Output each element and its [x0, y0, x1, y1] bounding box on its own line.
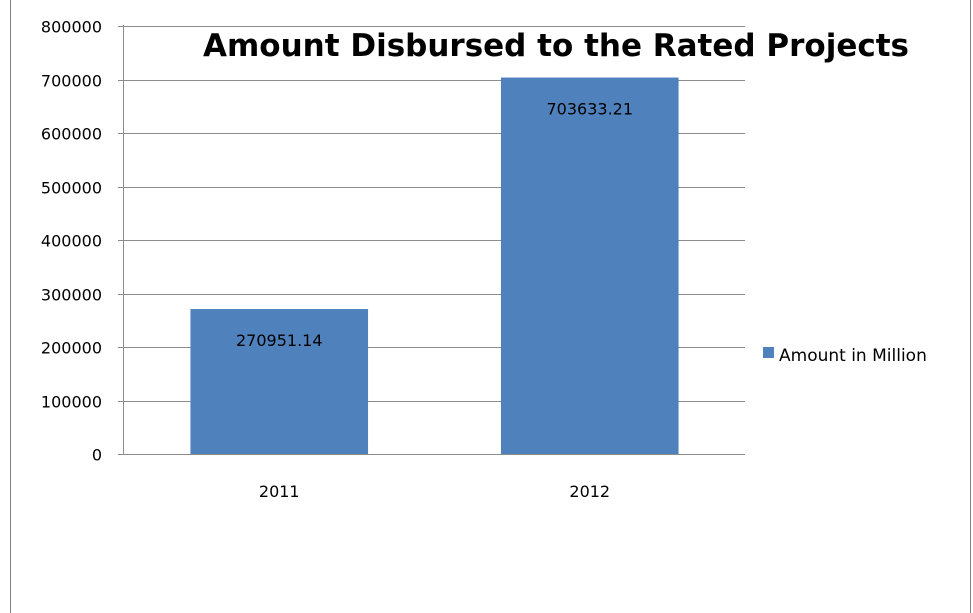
y-tick-label: 600000: [41, 125, 102, 144]
chart-border: [10, 0, 971, 613]
y-tick-label: 0: [92, 446, 102, 465]
data-labels: 270951.14 703633.21: [236, 100, 633, 350]
legend-swatch: [763, 347, 774, 358]
y-axis-tick-labels: 0 100000 200000 300000 400000 500000 600000 700…: [41, 18, 102, 465]
data-label: 270951.14: [236, 331, 323, 350]
x-tick-label: 2012: [569, 482, 610, 501]
data-label: 703633.21: [546, 100, 633, 119]
y-tick-label: 300000: [41, 286, 102, 305]
y-tick-label: 400000: [41, 232, 102, 251]
bar: [190, 309, 369, 454]
legend-label: Amount in Million: [779, 346, 927, 366]
legend: Amount in Million: [763, 346, 927, 366]
x-axis-tick-labels: 2011 2012: [259, 482, 610, 501]
bars: [190, 77, 679, 454]
bar: [500, 77, 679, 454]
y-tick-label: 500000: [41, 179, 102, 198]
y-tick-label: 200000: [41, 339, 102, 358]
chart-title: Amount Disbursed to the Rated Projects: [203, 28, 909, 64]
y-tick-label: 100000: [41, 393, 102, 412]
x-tick-label: 2011: [259, 482, 300, 501]
y-tick-label: 800000: [41, 18, 102, 37]
y-tick-label: 700000: [41, 72, 102, 91]
